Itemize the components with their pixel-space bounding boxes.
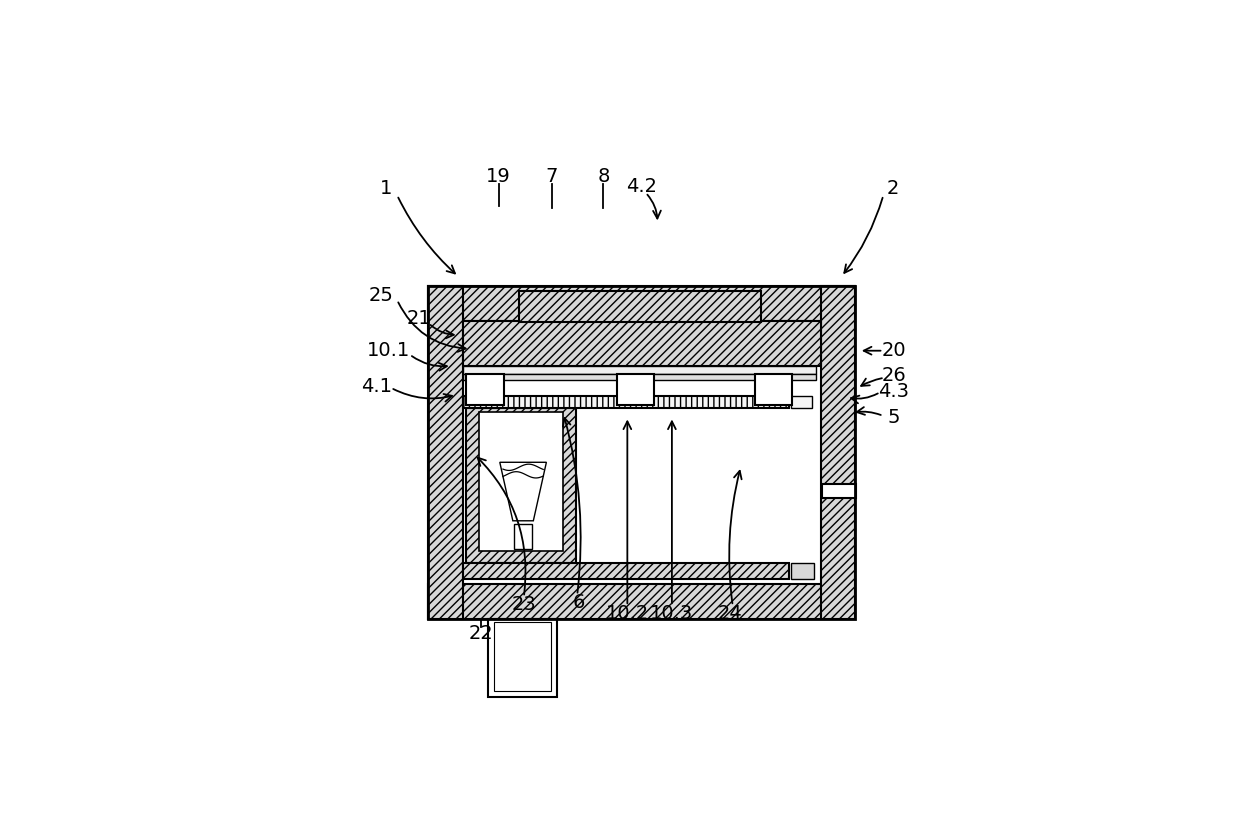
Text: 8: 8 <box>598 167 610 186</box>
Bar <box>428 286 463 619</box>
Text: 10.1: 10.1 <box>367 341 410 360</box>
Text: 25: 25 <box>370 286 394 305</box>
Text: 24: 24 <box>717 604 742 623</box>
Text: 2: 2 <box>887 179 899 198</box>
Bar <box>479 412 563 551</box>
Bar <box>463 320 821 367</box>
Bar <box>428 286 856 320</box>
Bar <box>463 374 816 380</box>
Bar <box>755 374 792 405</box>
Text: 20: 20 <box>882 341 906 360</box>
Text: 5: 5 <box>888 408 900 427</box>
Bar <box>428 584 856 619</box>
Text: 6: 6 <box>573 593 585 613</box>
Bar <box>513 524 532 549</box>
Bar <box>428 286 856 619</box>
Text: 10.2: 10.2 <box>605 604 649 623</box>
Bar <box>822 484 857 497</box>
Bar <box>495 622 551 691</box>
Text: 4.1: 4.1 <box>361 377 392 396</box>
Text: 23: 23 <box>511 596 536 615</box>
Text: 7: 7 <box>546 167 558 186</box>
Polygon shape <box>500 462 547 521</box>
Text: 10.3: 10.3 <box>650 604 693 623</box>
Bar <box>466 408 575 563</box>
Bar <box>466 374 503 405</box>
Bar <box>489 619 557 697</box>
Bar <box>616 374 655 405</box>
Text: 21: 21 <box>407 309 432 328</box>
Text: 1: 1 <box>381 179 393 198</box>
Bar <box>821 286 856 619</box>
Text: 19: 19 <box>486 167 511 186</box>
Text: 22: 22 <box>469 623 494 642</box>
Bar <box>463 563 789 579</box>
Text: 26: 26 <box>882 366 906 385</box>
Bar <box>791 396 812 408</box>
Bar <box>791 563 815 579</box>
Text: 4.3: 4.3 <box>879 382 910 401</box>
Bar <box>463 396 789 408</box>
Bar <box>520 291 761 323</box>
Text: 4.2: 4.2 <box>626 178 657 196</box>
Bar <box>463 367 816 374</box>
